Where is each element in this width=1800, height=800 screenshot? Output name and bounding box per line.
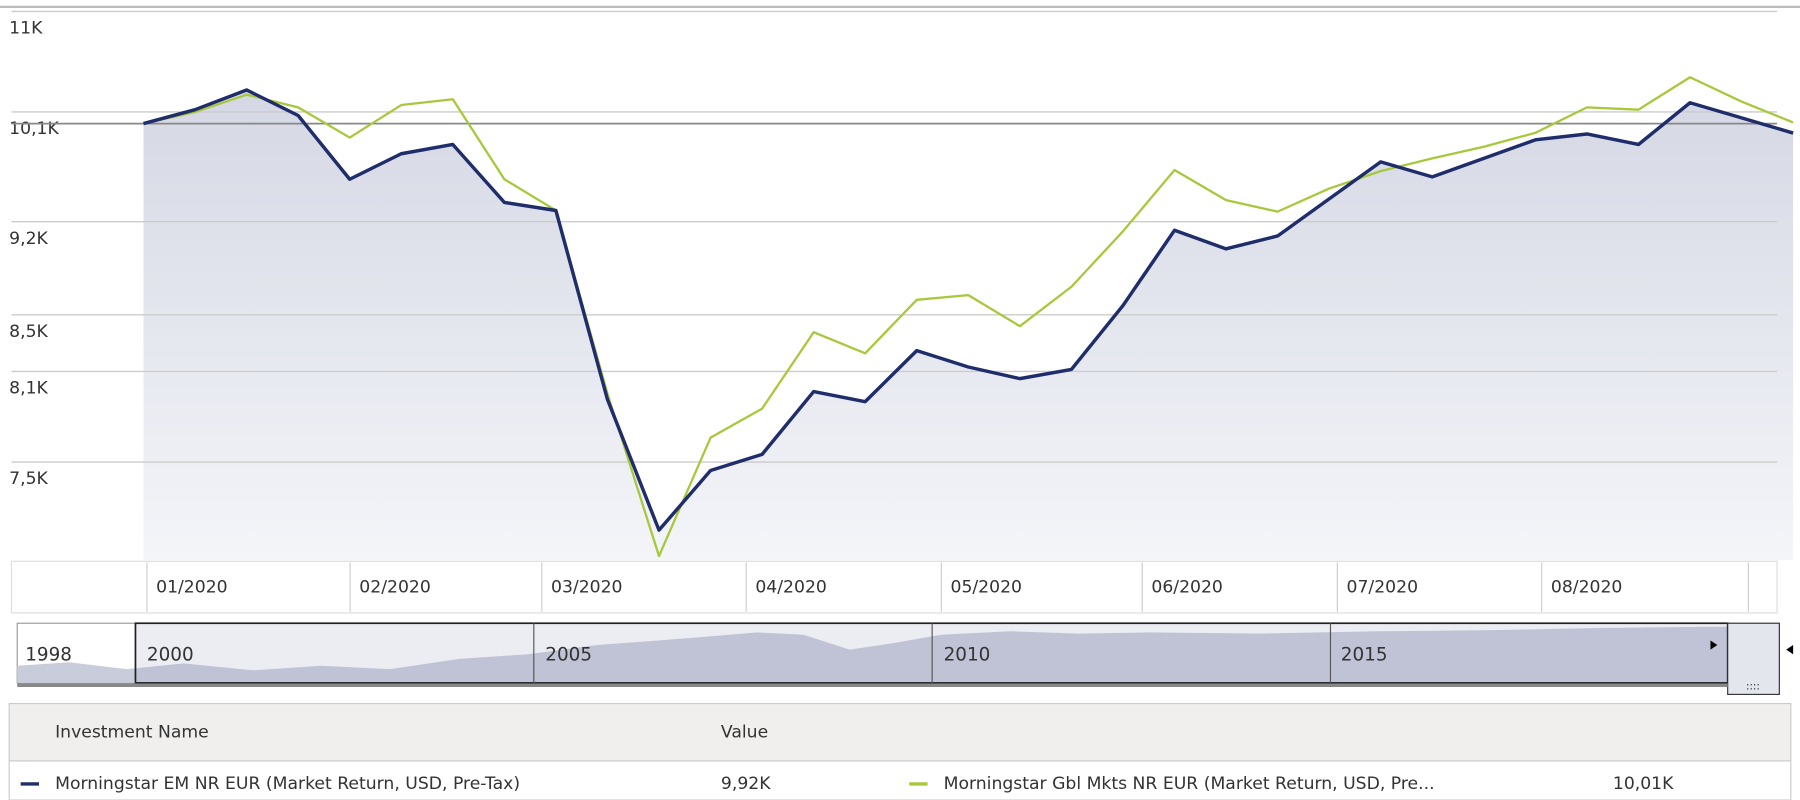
navigator-label: 2015 [1341, 644, 1388, 665]
handle-grip: :::: [1746, 680, 1760, 692]
legend-value: 10,01K [1613, 774, 1674, 794]
legend-header-name: Investment Name [55, 722, 209, 742]
navigator-handle[interactable] [1727, 622, 1780, 695]
y-tick-label: 9,2K [9, 229, 48, 249]
legend-name: Morningstar EM NR EUR (Market Return, US… [55, 774, 520, 794]
x-tick-label: 08/2020 [1551, 578, 1622, 598]
x-tick-label: 02/2020 [359, 578, 430, 598]
navigator-label: 2010 [944, 644, 991, 665]
series-line [143, 88, 1794, 532]
x-tick-label: 03/2020 [551, 578, 622, 598]
navigator-label: 2000 [147, 644, 194, 665]
y-tick-label: 10,1K [9, 119, 59, 139]
legend-header-value: Value [721, 722, 768, 742]
area [143, 89, 1794, 561]
navigator-arrow[interactable] [1710, 640, 1718, 650]
y-tick-label: 8,5K [9, 322, 48, 342]
y-tick-label: 8,1K [9, 379, 48, 399]
navigator-area [17, 626, 1778, 683]
legend-value: 9,92K [721, 774, 771, 794]
navigator-label: 1998 [25, 644, 72, 665]
x-tick-label: 07/2020 [1347, 578, 1418, 598]
x-tick-label: 06/2020 [1151, 578, 1222, 598]
legend-header [8, 703, 1792, 762]
x-tick-label: 04/2020 [755, 578, 826, 598]
navigator-label: 2005 [545, 644, 592, 665]
series-line [143, 76, 1794, 558]
y-tick-label: 11K [9, 19, 43, 39]
legend-name: Morningstar Gbl Mkts NR EUR (Market Retu… [944, 774, 1435, 794]
navigator-arrow[interactable] [1786, 645, 1794, 655]
x-tick-label: 05/2020 [951, 578, 1022, 598]
legend-body [8, 760, 1792, 800]
x-tick-label: 01/2020 [156, 578, 227, 598]
y-tick-label: 7,5K [9, 469, 48, 489]
x-axis-band [10, 560, 1778, 614]
navigator: :::: [16, 622, 1794, 695]
